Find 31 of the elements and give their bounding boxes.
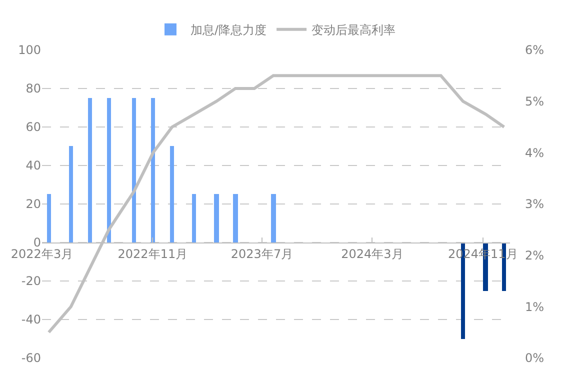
bar bbox=[107, 98, 111, 243]
x-tick-label: 2023年7月 bbox=[230, 246, 294, 261]
bar bbox=[132, 98, 136, 243]
y-tick-label: -60 bbox=[21, 351, 41, 366]
y-tick-label: -40 bbox=[21, 312, 41, 327]
y2-tick-label: 3% bbox=[525, 197, 544, 212]
y2-tick-label: 2% bbox=[525, 248, 544, 263]
bar bbox=[170, 146, 174, 243]
x-tick-label: 2024年3月 bbox=[341, 246, 404, 261]
bar bbox=[151, 98, 155, 243]
y2-tick-label: 5% bbox=[525, 94, 544, 109]
y2-tick-label: 0% bbox=[525, 351, 544, 366]
x-tick-label: 2022年11月 bbox=[118, 246, 188, 261]
legend-label: 加息/降息力度 bbox=[190, 23, 267, 38]
y2-tick-label: 4% bbox=[525, 146, 544, 160]
y2-tick-label: 1% bbox=[525, 300, 544, 314]
bar bbox=[69, 146, 73, 243]
y-tick-label: 80 bbox=[26, 82, 41, 96]
bar bbox=[233, 194, 238, 243]
y-tick-label: 20 bbox=[26, 197, 41, 212]
bar bbox=[88, 98, 92, 243]
bar bbox=[192, 194, 196, 243]
y-tick-label: 100 bbox=[18, 43, 41, 58]
y-tick-label: -20 bbox=[21, 274, 41, 288]
y2-tick-label: 6% bbox=[525, 43, 544, 58]
bar bbox=[271, 194, 276, 243]
bar bbox=[214, 194, 219, 243]
y-tick-label: 60 bbox=[26, 120, 41, 134]
bar bbox=[47, 194, 51, 243]
legend-label: 变动后最高利率 bbox=[312, 23, 396, 38]
y-tick-label: 40 bbox=[26, 158, 41, 173]
